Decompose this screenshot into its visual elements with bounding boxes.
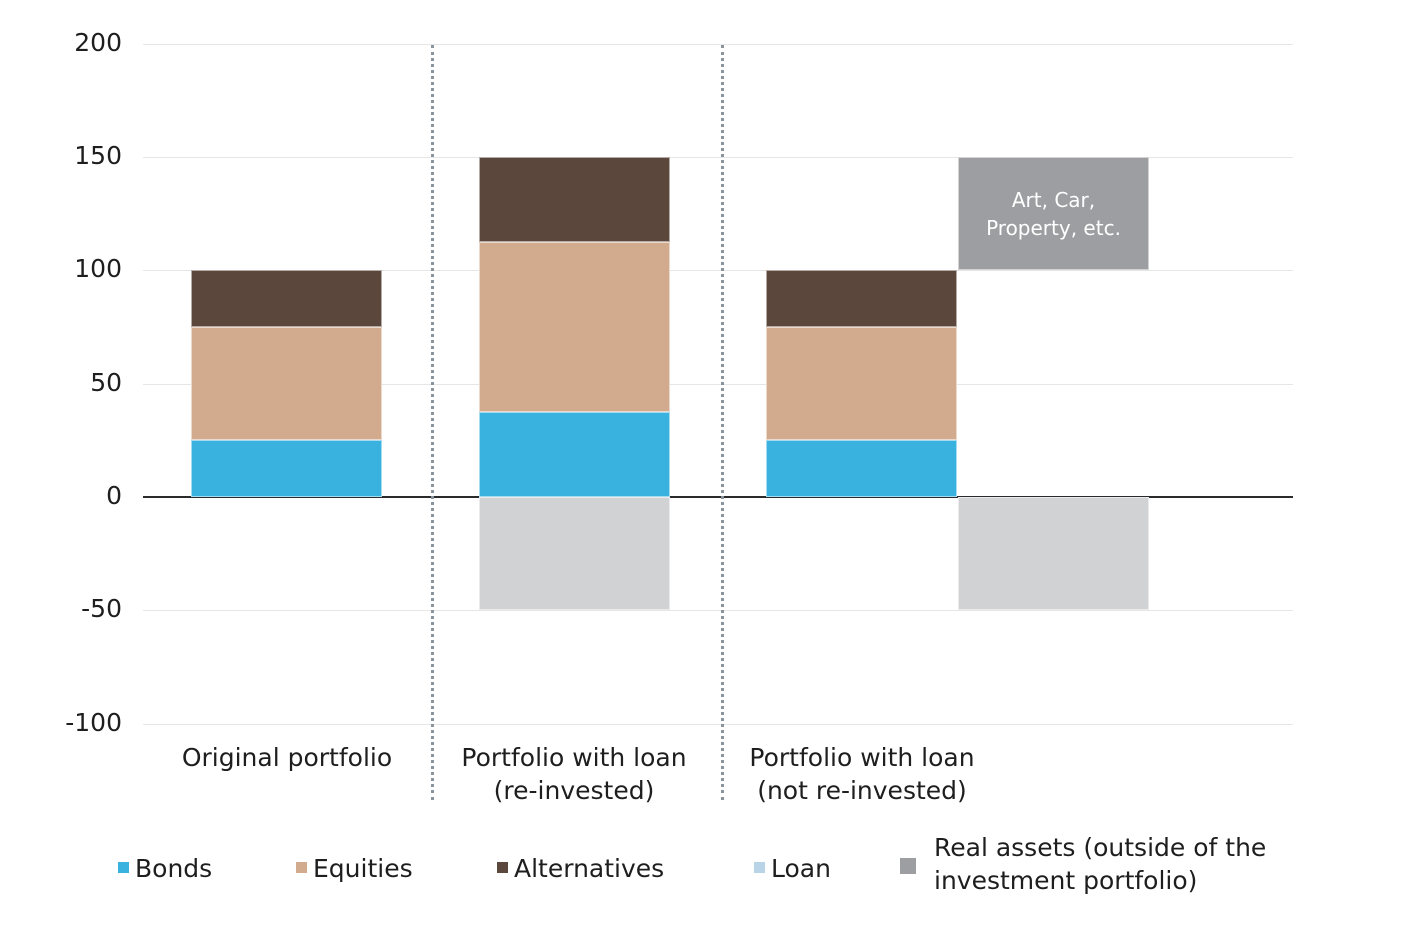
legend-swatch <box>900 858 916 874</box>
y-tick-label: 0 <box>106 481 122 510</box>
bar-segment-bonds <box>479 412 670 497</box>
bar-segment-alternatives <box>766 270 957 328</box>
bar-segment-equities <box>766 327 957 441</box>
gridline <box>143 383 1293 385</box>
gridline <box>143 610 1293 612</box>
gridline <box>143 43 1293 45</box>
category-label: Portfolio with loan (re-invested) <box>461 743 687 805</box>
y-tick-label: 200 <box>74 27 122 57</box>
legend-swatch <box>118 862 129 873</box>
legend-label: Equities <box>313 854 413 883</box>
legend-swatch <box>754 862 765 873</box>
legend-item-real: Real assets (outside of the investment p… <box>900 831 1266 897</box>
section-divider <box>721 45 724 800</box>
y-tick-label: 100 <box>74 254 122 284</box>
category-label: Portfolio with loan (not re-invested) <box>749 743 975 805</box>
bar-segment-equities <box>191 327 382 441</box>
zero-axis-line <box>143 496 1293 498</box>
y-tick-label: -100 <box>65 707 122 737</box>
legend-swatch <box>296 862 307 873</box>
legend-label: Loan <box>771 854 831 883</box>
bar-segment-bonds <box>766 440 957 497</box>
legend-item-loan: Loan <box>754 852 831 885</box>
bar-segment-alternatives <box>479 157 670 243</box>
real-assets-annotation: Art, Car, Property, etc. <box>986 187 1121 240</box>
gridline <box>143 270 1293 272</box>
section-divider <box>431 45 434 800</box>
category-label: Original portfolio <box>181 743 393 772</box>
legend-swatch <box>497 862 508 873</box>
bar-segment-bonds <box>191 440 382 497</box>
bar-segment-equities <box>479 242 670 412</box>
y-tick-label: -50 <box>81 594 122 624</box>
legend-item-equities: Equities <box>296 852 413 885</box>
bar-segment-loan <box>479 497 670 611</box>
legend-label: Alternatives <box>514 854 665 883</box>
bar-segment-loan <box>958 497 1149 611</box>
legend-label: Real assets (outside of the investment p… <box>934 833 1267 895</box>
bar-segment-alternatives <box>191 270 382 328</box>
gridline <box>143 157 1293 159</box>
legend-item-alternatives: Alternatives <box>497 852 664 885</box>
bar-segment-real <box>958 157 1149 271</box>
gridline <box>143 723 1293 725</box>
legend-label: Bonds <box>135 854 213 883</box>
y-tick-label: 50 <box>90 367 122 397</box>
legend-item-bonds: Bonds <box>118 852 212 885</box>
y-tick-label: 150 <box>74 141 122 171</box>
